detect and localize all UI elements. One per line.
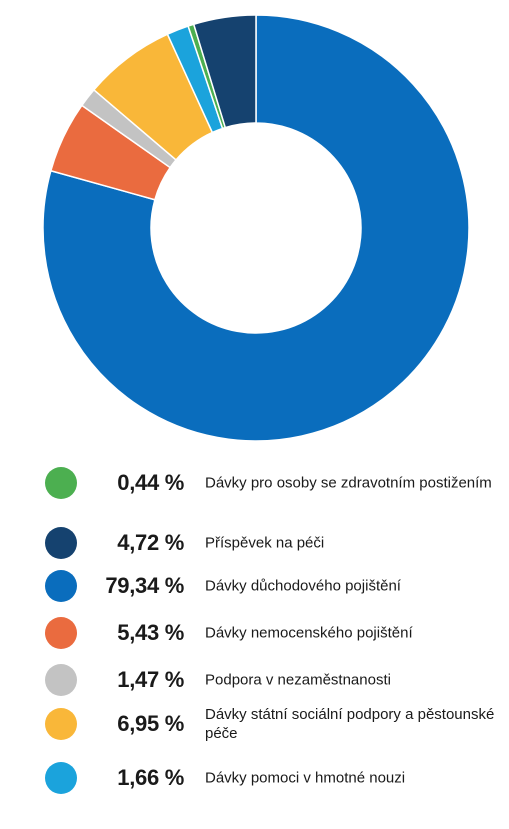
legend-swatch [45,617,77,649]
legend-label: Dávky nemocenského pojištění [205,624,413,642]
legend-value: 1,66 % [117,765,184,790]
legend-value: 1,47 % [117,667,184,692]
legend-item: 1,66 % Dávky pomoci v hmotné nouzi [0,755,509,801]
legend-label: Podpora v nezaměstnanosti [205,671,391,689]
legend-swatch [45,570,77,602]
legend-label: Příspěvek na péči [205,534,325,552]
slice-prispevek-na-peci [193,14,257,129]
legend-item: 1,47 % Podpora v nezaměstnanosti [0,657,509,703]
legend-value: 5,43 % [117,620,184,645]
legend-swatch [45,708,77,740]
legend-item: 6,95 % Dávky státní sociální podpory a pě… [0,701,509,747]
legend-item: 0,44 % Dávky pro osoby se zdravotním post… [0,460,509,506]
legend-value: 4,72 % [117,530,184,555]
slice-davky-duchodoveho-pojisteni [42,14,470,442]
legend-label: Dávky státní sociální podpory a pěstouns… [205,706,495,742]
legend-value: 0,44 % [117,470,184,495]
chart-legend: 0,44 % Dávky pro osoby se zdravotním post… [0,460,509,829]
legend-label: Dávky pro osoby se zdravotním postižením [205,474,492,492]
legend-swatch [45,762,77,794]
legend-item: 4,72 % Příspěvek na péči [0,520,509,566]
legend-swatch [45,527,77,559]
donut-chart [42,14,470,442]
legend-label: Dávky důchodového pojištění [205,577,401,595]
legend-item: 5,43 % Dávky nemocenského pojištění [0,610,509,656]
legend-label: Dávky pomoci v hmotné nouzi [205,769,406,787]
legend-value: 79,34 % [105,573,184,598]
legend-item: 79,34 % Dávky důchodového pojištění [0,563,509,609]
legend-swatch [45,467,77,499]
legend-swatch [45,664,77,696]
legend-value: 6,95 % [117,711,184,736]
